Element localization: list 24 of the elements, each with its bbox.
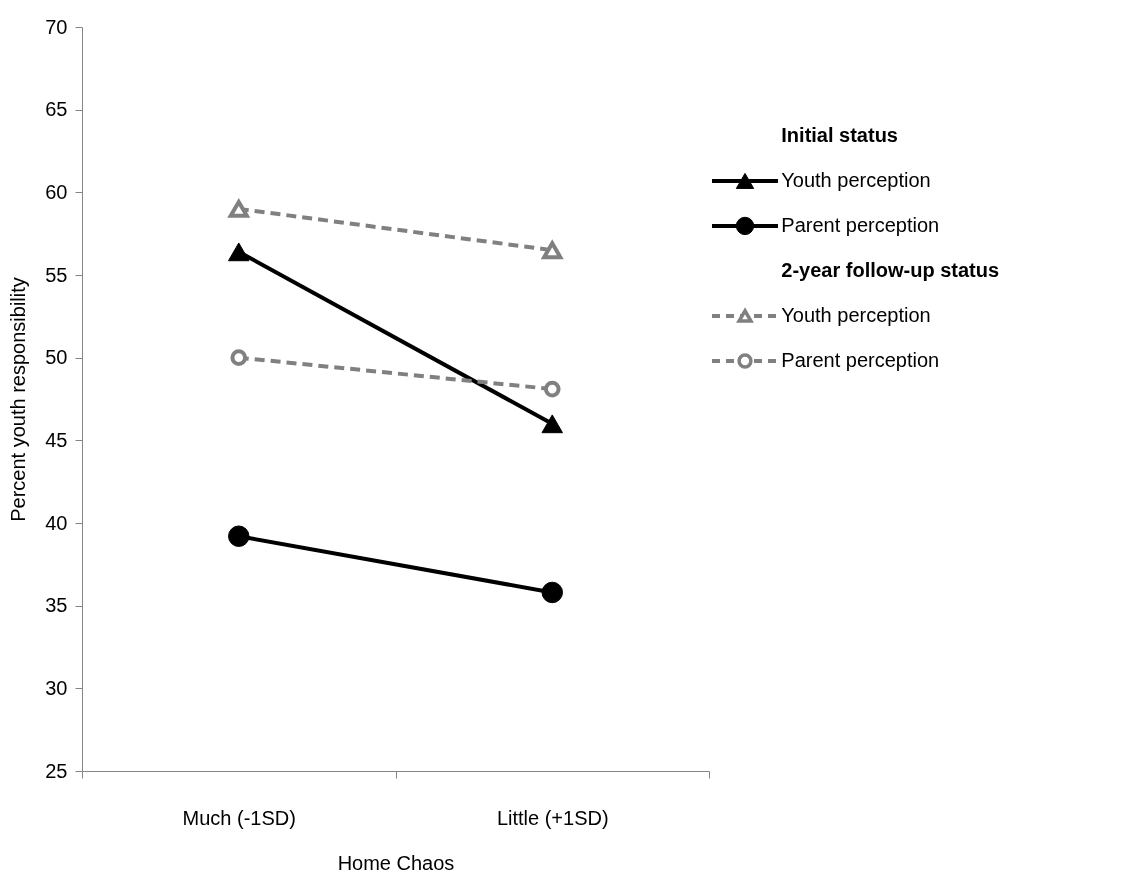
x-tick-label: Little (+1SD) [496, 806, 609, 829]
text: Initial status [781, 123, 898, 146]
legend-label: Youth perception [781, 303, 931, 326]
legend-label: Parent perception [781, 213, 940, 236]
y-tick-label: 30 [45, 676, 68, 699]
y-tick-label: 60 [45, 180, 68, 203]
y-tick-label: 40 [45, 511, 68, 534]
y-tick-label: 45 [45, 428, 68, 451]
x-tick-label: Much (-1SD) [182, 806, 296, 829]
y-tick-label: 50 [45, 346, 68, 369]
point [230, 349, 248, 366]
x-axis-title: Home Chaos [337, 851, 455, 874]
legend-label: Youth perception [781, 168, 931, 191]
point [228, 525, 250, 547]
y-tick-label: 65 [45, 98, 68, 121]
y-tick-label: 25 [45, 759, 68, 782]
point [543, 380, 561, 398]
legend-label: Parent perception [781, 348, 940, 371]
y-tick-label: 35 [45, 594, 68, 617]
y-tick-label: 70 [45, 15, 68, 38]
text: 2-year follow-up status [781, 258, 1000, 281]
y-tick-label: 55 [45, 263, 68, 286]
y-axis-title: Percent youth responsibility [7, 277, 30, 522]
point [541, 581, 563, 604]
